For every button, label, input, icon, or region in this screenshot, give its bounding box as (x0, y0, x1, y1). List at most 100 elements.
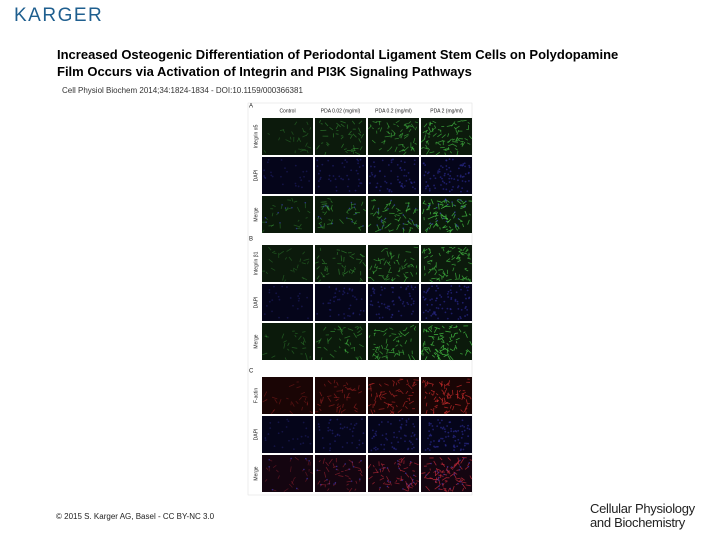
cell-fiber (451, 254, 454, 258)
nucleus (265, 305, 268, 307)
cell-fiber (458, 328, 462, 333)
cell-fiber (407, 263, 413, 267)
nucleus (296, 438, 299, 440)
cell-fiber (329, 353, 335, 358)
cell-fiber (443, 489, 447, 492)
nucleus (450, 285, 453, 287)
row-label: Merge (253, 334, 259, 348)
nucleus (448, 166, 451, 169)
cell-fiber (434, 271, 438, 276)
cell-fiber (380, 330, 385, 333)
cell-fiber (456, 479, 461, 483)
nucleus (267, 158, 270, 161)
cell-fiber (393, 261, 396, 264)
nucleus (334, 178, 337, 181)
cell-fiber (359, 146, 363, 151)
cell-fiber (441, 401, 446, 405)
cell-fiber (398, 143, 404, 146)
nucleus (341, 162, 344, 165)
nucleus (403, 161, 406, 164)
cell-fiber (379, 127, 383, 132)
nucleus (467, 435, 470, 438)
nucleus (278, 316, 280, 319)
cell-fiber (460, 479, 464, 482)
cell-fiber (337, 325, 342, 330)
nucleus (402, 214, 405, 216)
cell-fiber (465, 394, 471, 398)
nucleus (446, 425, 449, 427)
cell-fiber (423, 348, 429, 350)
nucleus (412, 288, 415, 291)
cell-fiber (388, 390, 393, 396)
cell-fiber (376, 216, 380, 218)
nucleus (292, 448, 295, 451)
cell-fiber (392, 348, 395, 354)
nucleus (454, 300, 457, 302)
cell-fiber (326, 273, 330, 275)
nucleus (413, 181, 416, 184)
nucleus (410, 303, 413, 306)
title-line: Film Occurs via Activation of Integrin a… (57, 64, 472, 79)
cell-fiber (408, 397, 411, 402)
nucleus (409, 460, 412, 463)
cell-fiber (346, 351, 349, 354)
cell-fiber (425, 140, 428, 144)
cell-fiber (446, 140, 450, 143)
cell-fiber (456, 137, 461, 142)
nucleus (449, 289, 452, 292)
cell-fiber (408, 228, 411, 234)
cell-fiber (338, 475, 344, 477)
cell-fiber (431, 127, 435, 133)
nucleus (396, 175, 399, 178)
cell-fiber (442, 477, 447, 481)
nucleus (468, 164, 471, 167)
cell-fiber (405, 271, 409, 274)
nucleus (442, 217, 445, 220)
nucleus (428, 188, 431, 190)
cell-fiber (302, 347, 307, 349)
cell-fiber (288, 483, 293, 488)
cell-fiber (420, 349, 424, 355)
cell-fiber (384, 276, 389, 280)
nucleus (405, 175, 408, 177)
nucleus (407, 303, 410, 306)
cell-fiber (410, 146, 415, 150)
cell-fiber (294, 334, 297, 338)
nucleus (410, 286, 413, 289)
nucleus (457, 429, 460, 432)
cell-fiber (279, 129, 285, 131)
nucleus (382, 225, 384, 227)
micrograph (368, 284, 419, 321)
cell-fiber (317, 403, 321, 407)
cell-fiber (460, 278, 464, 281)
cell-fiber (305, 142, 308, 147)
nucleus (263, 176, 266, 179)
nucleus (440, 419, 443, 422)
cell-fiber (397, 379, 403, 381)
nucleus (427, 310, 430, 313)
cell-fiber (307, 210, 311, 214)
nucleus (397, 310, 400, 313)
nucleus (353, 424, 356, 427)
column-header: Control (279, 108, 295, 114)
micrograph-bg (315, 455, 366, 492)
nucleus (407, 448, 409, 451)
nucleus (331, 432, 334, 435)
cell-fiber (384, 204, 389, 210)
nucleus (352, 295, 354, 297)
nucleus (334, 295, 337, 298)
cell-fiber (285, 139, 291, 143)
nucleus (408, 440, 411, 442)
cell-fiber (424, 329, 430, 333)
nucleus (412, 300, 415, 303)
cell-fiber (441, 389, 446, 395)
cell-fiber (456, 390, 459, 393)
cell-fiber (445, 382, 450, 387)
cell-fiber (393, 353, 397, 357)
cell-fiber (384, 483, 391, 485)
nucleus (410, 285, 413, 287)
nucleus (437, 287, 439, 290)
cell-fiber (296, 386, 301, 389)
nucleus (263, 175, 265, 177)
cell-fiber (283, 279, 287, 282)
